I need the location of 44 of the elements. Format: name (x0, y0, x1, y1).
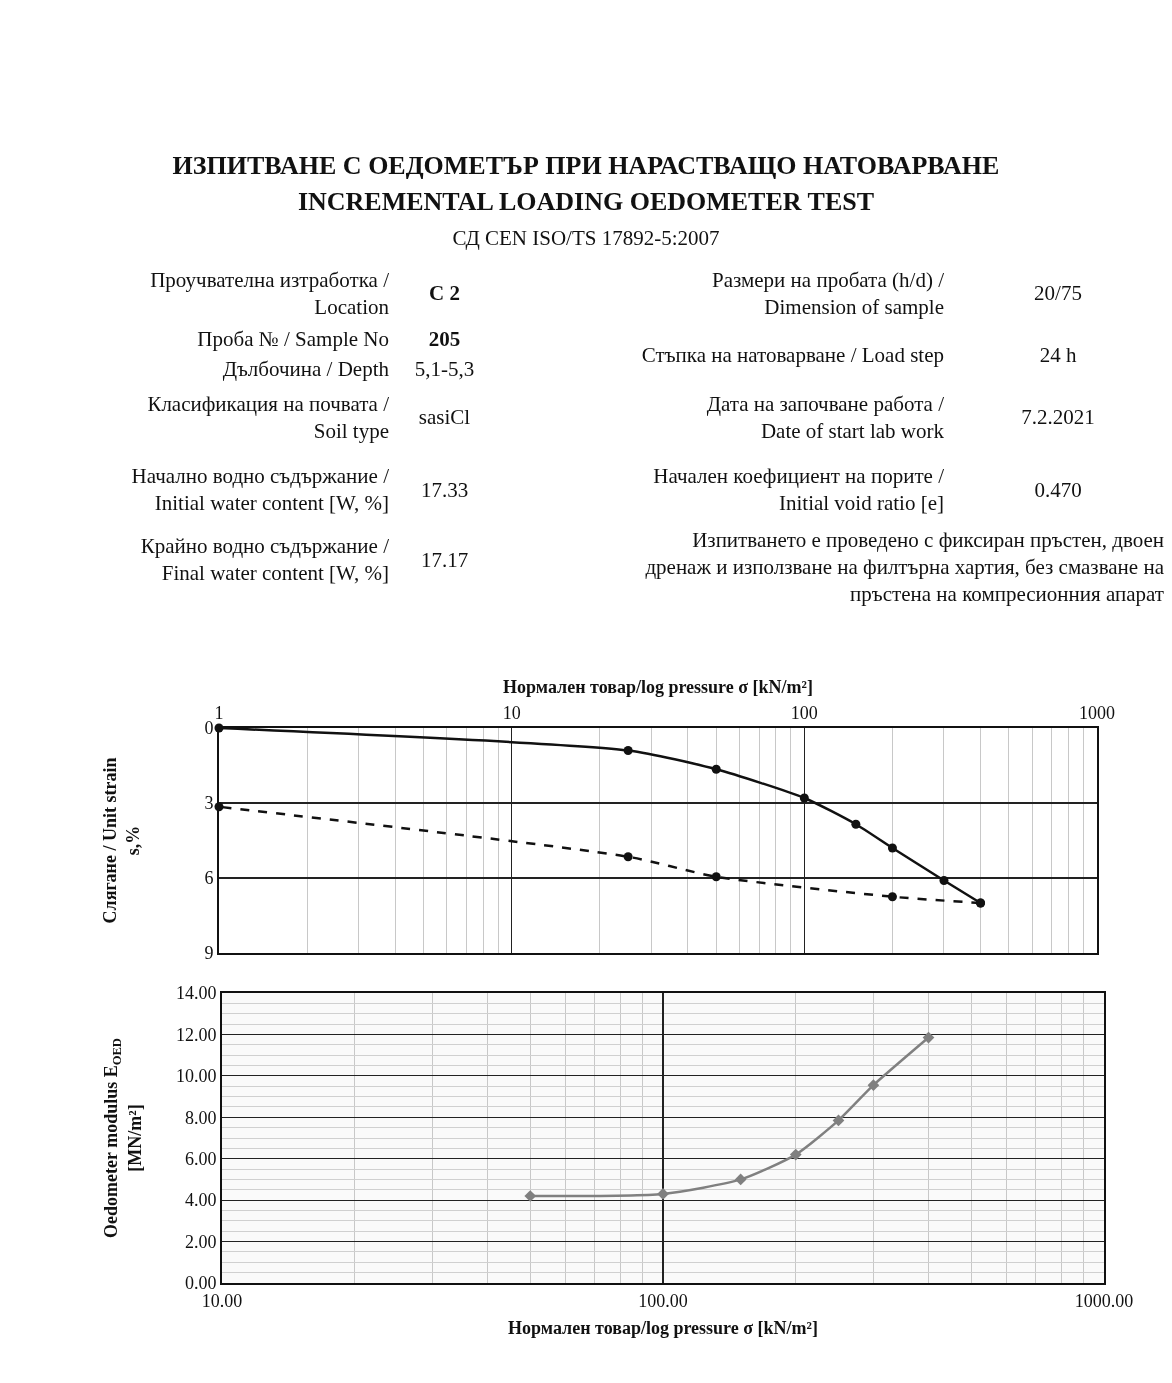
x-axis-title: Нормален товар/log pressure σ [kN/m²] (503, 677, 813, 698)
text: Изпитването е проведено с фиксиран пръстен, двоен дренаж и използване на филтърна хартия, без смазване на пръстена на компресионния апарат (644, 527, 1164, 608)
x-tick-label: 100.00 (638, 1290, 688, 1311)
x-tick-label: 100 (790, 702, 818, 723)
y-tick-label: 2.00 (184, 1231, 217, 1252)
x-tick-label: 1 (214, 702, 224, 723)
text: 20/75 (1033, 280, 1083, 307)
text: Начално водно съдържание / Initial water content [W, %] (130, 463, 389, 517)
text: 5,1-5,3 (413, 355, 476, 383)
text: Дата на започване работа / Date of start lab work (705, 390, 944, 445)
y-tick-label: 6.00 (184, 1149, 217, 1170)
y-tick-label: 6 (204, 868, 214, 889)
y-tick-label: 9 (204, 943, 214, 964)
y-tick-label: 8.00 (184, 1107, 217, 1128)
chart-subtitle: СД CEN ISO/TS 17892-5:2007 (451, 226, 721, 251)
text: 205 (427, 325, 462, 353)
x-tick-label: 1000.00 (1074, 1290, 1134, 1311)
text: 24 h (1038, 341, 1078, 369)
text: Класификация на почвата / Soil type (146, 390, 389, 445)
text: 17.17 (419, 546, 470, 574)
text: C 2 (428, 280, 461, 307)
y-tick-label: 0 (204, 718, 214, 739)
text: Крайно водно съдържание / Final water content [W, %] (139, 533, 389, 587)
y-tick-label: 10.00 (175, 1066, 217, 1087)
text: Начален коефициент на порите / Initial void ratio [e] (652, 463, 944, 517)
y-tick-label: 14.00 (175, 983, 217, 1004)
y-tick-label: 0.00 (184, 1273, 217, 1294)
text: 17.33 (419, 476, 470, 504)
y-axis-title: Слягане / Unit strain s,% (99, 757, 144, 924)
text: 0.470 (1033, 476, 1083, 504)
text: Дълбочина / Depth (221, 355, 389, 383)
x-tick-label: 1000 (1079, 702, 1115, 723)
y-tick-label: 4.00 (184, 1190, 217, 1211)
x-tick-label: 10 (502, 702, 521, 723)
y-tick-label: 3 (204, 793, 214, 814)
text: 7.2.2021 (1020, 404, 1096, 431)
text: Размери на пробата (h/d) / Dimension of sample (711, 266, 944, 321)
text: sasiCl (417, 404, 472, 431)
chart-title: ИЗПИТВАНЕ С ОЕДОМЕТЪР ПРИ НАРАСТВАЩО НАТОВАРВАНЕ INCREMENTAL LOADING OEDOMETER TEST (171, 150, 1001, 218)
text: Проучвателна изтработка / Location (149, 266, 389, 321)
text: Проба № / Sample No (196, 325, 389, 353)
text: Стъпка на натоварване / Load step (640, 341, 944, 369)
y-tick-label: 12.00 (175, 1024, 217, 1045)
x-axis-title: Нормален товар/log pressure σ [kN/m²] (508, 1318, 818, 1339)
